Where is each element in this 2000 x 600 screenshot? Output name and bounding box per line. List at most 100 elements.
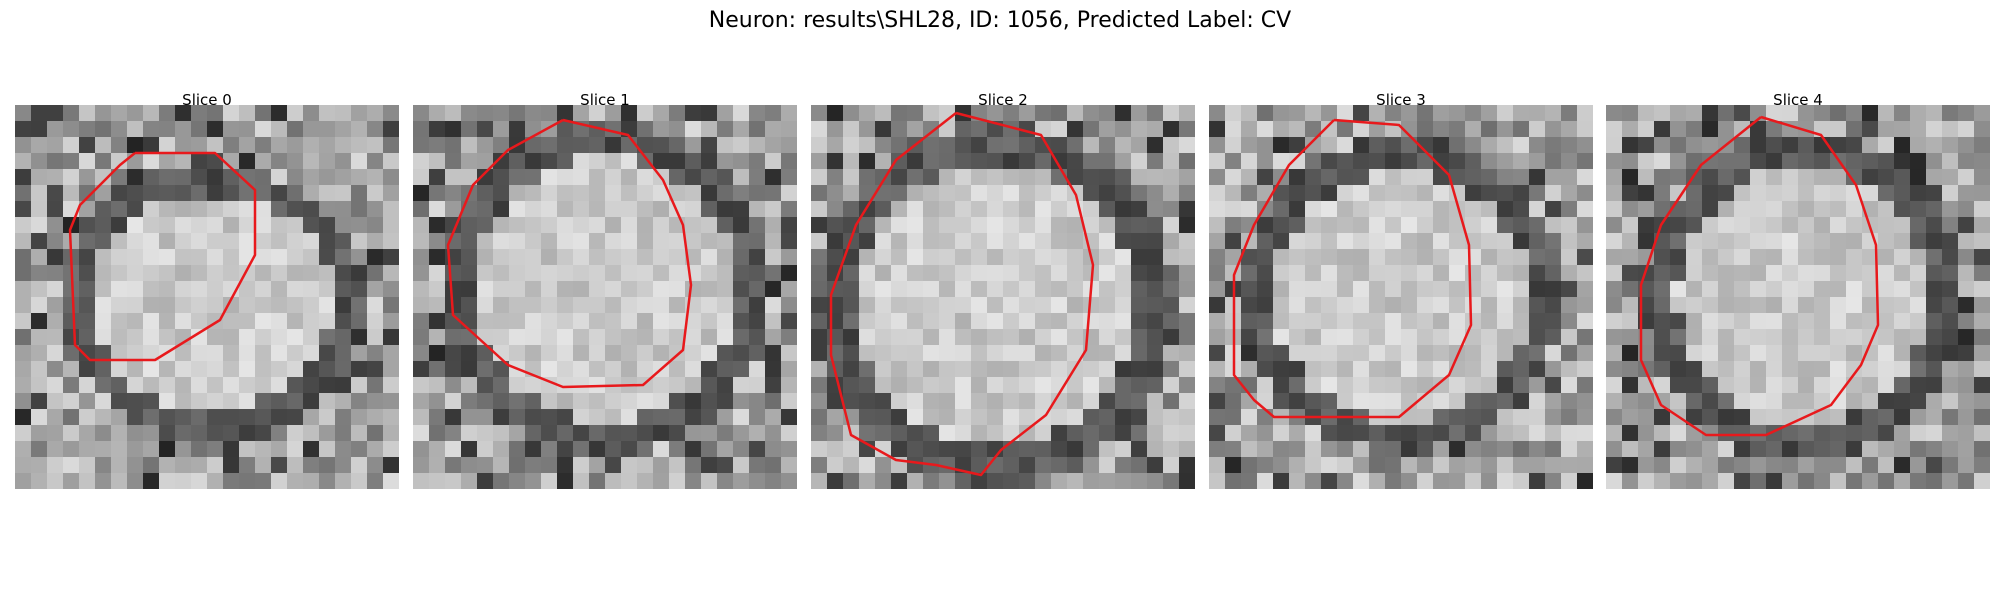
pixel-tile — [509, 393, 526, 410]
pixel-tile — [749, 153, 766, 170]
pixel-tile — [1910, 105, 1927, 122]
pixel-tile — [159, 185, 176, 202]
pixel-tile — [1163, 425, 1180, 442]
pixel-tile — [223, 329, 240, 346]
pixel-tile — [15, 217, 32, 234]
pixel-tile — [15, 409, 32, 426]
pixel-tile — [1638, 121, 1655, 138]
pixel-tile — [271, 457, 288, 474]
pixel-tile — [143, 121, 160, 138]
pixel-tile — [1878, 329, 1895, 346]
pixel-tile — [701, 329, 718, 346]
pixel-tile — [1670, 185, 1687, 202]
pixel-tile — [493, 377, 510, 394]
pixel-tile — [1894, 201, 1911, 218]
pixel-tile — [1353, 313, 1370, 330]
pixel-tile — [1289, 329, 1306, 346]
pixel-tile — [143, 425, 160, 442]
pixel-tile — [637, 105, 654, 122]
pixel-tile — [749, 313, 766, 330]
pixel-tile — [1830, 105, 1847, 122]
pixel-tile — [1545, 329, 1562, 346]
pixel-tile — [1622, 345, 1639, 362]
pixel-tile — [541, 233, 558, 250]
pixel-tile — [733, 425, 750, 442]
pixel-tile — [1910, 121, 1927, 138]
pixel-tile — [461, 393, 478, 410]
pixel-tile — [891, 377, 908, 394]
pixel-tile — [1670, 329, 1687, 346]
pixel-tile — [255, 169, 272, 186]
pixel-tile — [207, 121, 224, 138]
pixel-tile — [1417, 377, 1434, 394]
pixel-tile — [271, 473, 288, 489]
pixel-tile — [923, 217, 940, 234]
pixel-tile — [1814, 281, 1831, 298]
pixel-tile — [1734, 425, 1751, 442]
pixel-tile — [1942, 281, 1959, 298]
pixel-tile — [1481, 313, 1498, 330]
pixel-tile — [811, 201, 828, 218]
pixel-tile — [621, 345, 638, 362]
pixel-tile — [319, 377, 336, 394]
pixel-tile — [1099, 329, 1116, 346]
pixel-tile — [859, 313, 876, 330]
pixel-tile — [1622, 121, 1639, 138]
pixel-tile — [1846, 441, 1863, 458]
pixel-tile — [1401, 217, 1418, 234]
pixel-tile — [557, 425, 574, 442]
pixel-tile — [175, 185, 192, 202]
pixel-tile — [1433, 249, 1450, 266]
pixel-tile — [955, 137, 972, 154]
pixel-tile — [383, 185, 399, 202]
pixel-tile — [509, 201, 526, 218]
pixel-tile — [351, 409, 368, 426]
pixel-tile — [653, 105, 670, 122]
pixel-tile — [1862, 425, 1879, 442]
pixel-tile — [239, 297, 256, 314]
pixel-tile — [907, 281, 924, 298]
pixel-tile — [367, 153, 384, 170]
pixel-tile — [781, 249, 797, 266]
pixel-tile — [1481, 409, 1498, 426]
pixel-tile — [1147, 281, 1164, 298]
pixel-tile — [111, 185, 128, 202]
pixel-tile — [127, 425, 144, 442]
pixel-tile — [175, 425, 192, 442]
pixel-tile — [891, 185, 908, 202]
pixel-tile — [1385, 393, 1402, 410]
pixel-tile — [335, 473, 352, 489]
pixel-tile — [1894, 265, 1911, 282]
pixel-tile — [541, 169, 558, 186]
pixel-tile — [557, 313, 574, 330]
pixel-tile — [143, 473, 160, 489]
pixel-tile — [1035, 169, 1052, 186]
pixel-tile — [1974, 313, 1990, 330]
pixel-tile — [1862, 121, 1879, 138]
pixel-tile — [541, 281, 558, 298]
pixel-tile — [589, 409, 606, 426]
pixel-tile — [1782, 457, 1799, 474]
pixel-tile — [1670, 345, 1687, 362]
pixel-tile — [1179, 137, 1195, 154]
pixel-tile — [1702, 297, 1719, 314]
pixel-tile — [1561, 265, 1578, 282]
pixel-tile — [1225, 473, 1242, 489]
pixel-tile — [1099, 185, 1116, 202]
pixel-tile — [907, 105, 924, 122]
pixel-tile — [1067, 345, 1084, 362]
pixel-tile — [413, 105, 430, 122]
pixel-tile — [1385, 249, 1402, 266]
pixel-tile — [1337, 153, 1354, 170]
pixel-tile — [207, 265, 224, 282]
pixel-tile — [1163, 169, 1180, 186]
pixel-tile — [1622, 233, 1639, 250]
pixel-tile — [1305, 281, 1322, 298]
pixel-tile — [1257, 297, 1274, 314]
pixel-tile — [1353, 425, 1370, 442]
pixel-tile — [781, 441, 797, 458]
pixel-tile — [1606, 217, 1623, 234]
pixel-tile — [923, 105, 940, 122]
pixel-tile — [605, 169, 622, 186]
pixel-tile — [1417, 137, 1434, 154]
